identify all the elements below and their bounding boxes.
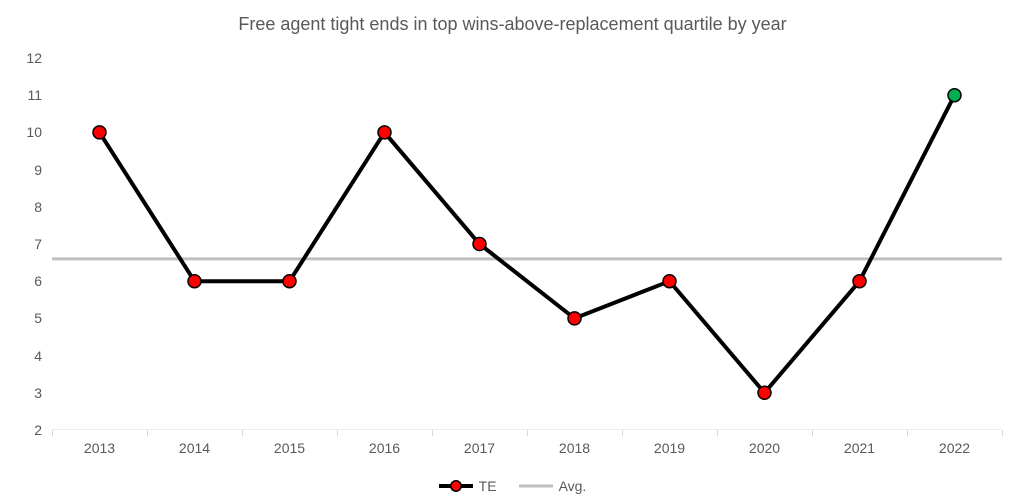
te-marker (473, 238, 486, 251)
chart-title: Free agent tight ends in top wins-above-… (0, 14, 1025, 35)
y-tick-label: 6 (34, 273, 52, 289)
legend-label-te: TE (479, 478, 497, 494)
legend-label-avg: Avg. (559, 478, 587, 494)
x-tick-mark (1002, 430, 1003, 436)
x-tick-mark (432, 430, 433, 436)
legend-item-avg: Avg. (519, 478, 587, 494)
x-tick-mark (907, 430, 908, 436)
x-tick-mark (622, 430, 623, 436)
legend-sample-avg (519, 479, 553, 493)
x-tick-label: 2016 (369, 430, 400, 456)
legend-item-te: TE (439, 478, 497, 494)
y-tick-label: 2 (34, 422, 52, 438)
te-marker-last (948, 89, 961, 102)
x-tick-mark (242, 430, 243, 436)
x-tick-label: 2019 (654, 430, 685, 456)
te-marker (568, 312, 581, 325)
x-tick-mark (147, 430, 148, 436)
y-tick-label: 4 (34, 348, 52, 364)
te-marker (93, 126, 106, 139)
x-tick-label: 2014 (179, 430, 210, 456)
te-marker (853, 275, 866, 288)
x-tick-mark (527, 430, 528, 436)
x-tick-label: 2018 (559, 430, 590, 456)
y-tick-label: 5 (34, 310, 52, 326)
x-tick-label: 2015 (274, 430, 305, 456)
te-marker (758, 386, 771, 399)
x-tick-label: 2020 (749, 430, 780, 456)
y-tick-label: 10 (26, 124, 52, 140)
plot-svg (52, 58, 1002, 430)
te-marker (283, 275, 296, 288)
te-line (100, 95, 955, 393)
chart-container: Free agent tight ends in top wins-above-… (0, 0, 1025, 500)
y-tick-label: 9 (34, 162, 52, 178)
x-tick-mark (812, 430, 813, 436)
plot-area: 2345678910111220132014201520162017201820… (52, 58, 1002, 430)
legend: TE Avg. (0, 478, 1025, 494)
x-tick-label: 2017 (464, 430, 495, 456)
te-marker (188, 275, 201, 288)
y-tick-label: 8 (34, 199, 52, 215)
y-tick-label: 3 (34, 385, 52, 401)
te-marker (378, 126, 391, 139)
y-tick-label: 7 (34, 236, 52, 252)
te-marker (663, 275, 676, 288)
x-tick-mark (337, 430, 338, 436)
x-tick-label: 2022 (939, 430, 970, 456)
x-tick-mark (52, 430, 53, 436)
x-tick-mark (717, 430, 718, 436)
legend-sample-te (439, 479, 473, 493)
y-tick-label: 12 (26, 50, 52, 66)
x-tick-label: 2021 (844, 430, 875, 456)
y-tick-label: 11 (27, 87, 52, 103)
x-tick-label: 2013 (84, 430, 115, 456)
